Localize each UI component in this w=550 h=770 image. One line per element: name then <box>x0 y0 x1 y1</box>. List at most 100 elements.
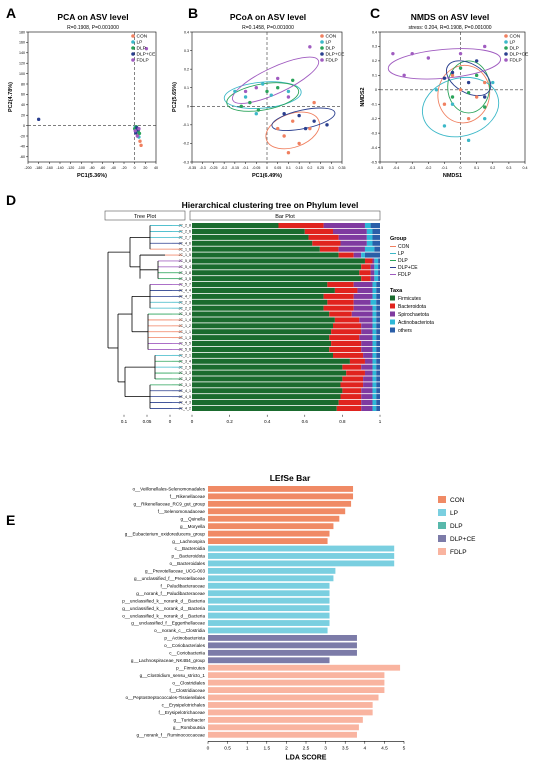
stacked-bar-segment <box>346 370 365 376</box>
lda-bar <box>208 493 354 500</box>
stacked-bar-segment <box>370 299 377 305</box>
confidence-ellipse <box>232 56 320 104</box>
scatter-point <box>325 123 329 127</box>
sample-label: JC_3_6 <box>179 312 191 316</box>
lda-bar <box>208 649 357 656</box>
y-tick-label: 60 <box>21 93 25 97</box>
x-tick-label: -0.3 <box>409 166 415 170</box>
lda-bar <box>208 731 357 738</box>
taxon-label: o__Veillonellales-Selenomonadales <box>132 487 205 492</box>
lda-bar <box>208 508 346 515</box>
taxa-legend-swatch <box>390 319 395 325</box>
x-tick-label: -180 <box>35 166 42 170</box>
sample-label: JC_4_4 <box>179 289 191 293</box>
scatter-point <box>450 70 455 75</box>
legend-marker <box>320 46 324 50</box>
stacked-bar-segment <box>366 234 373 240</box>
sample-label: JC_4_5 <box>179 395 191 399</box>
taxon-label: g__Moryella <box>180 524 205 529</box>
stacked-bar-segment <box>338 400 362 406</box>
stacked-bar-segment <box>192 329 332 335</box>
group-legend-title: Group <box>390 236 407 242</box>
stacked-bar-segment <box>378 258 380 264</box>
lda-bar <box>208 612 330 619</box>
stacked-bar-segment <box>376 382 380 388</box>
stacked-bar-segment <box>329 346 362 352</box>
sample-label: JC_3_4 <box>179 359 191 363</box>
taxon-label: c__Bacteroidia <box>175 546 206 551</box>
lda-bar <box>208 724 359 731</box>
stacked-bar-segment <box>376 299 380 305</box>
stacked-bar-segment <box>372 364 377 370</box>
stacked-bar-segment <box>378 270 380 276</box>
y-tick-label: 0 <box>375 88 377 92</box>
sample-label: JC_3_3 <box>179 371 191 375</box>
panel-B-subtitle: R=0.1458, P=0.001000 <box>242 25 294 31</box>
sample-label: JC_2_1 <box>179 353 191 357</box>
legend-marker <box>131 52 135 56</box>
x-tick-label: -120 <box>67 166 74 170</box>
legend-marker <box>131 46 135 50</box>
lda-x-tick-label: 1.5 <box>263 745 270 751</box>
stacked-bar-segment <box>363 382 373 388</box>
x-tick-label: 0.15 <box>296 166 303 170</box>
x-tick-label: 0.4 <box>523 166 528 170</box>
panel-E-title: LEfSe Bar <box>270 473 311 483</box>
scatter-point <box>450 73 455 78</box>
stacked-bar-segment <box>376 293 380 299</box>
lda-bar <box>208 538 328 544</box>
scatter-point <box>282 112 286 116</box>
x-tick-label: 0.2 <box>307 166 312 170</box>
stacked-bar-segment <box>372 352 377 358</box>
lda-bar <box>208 620 330 626</box>
stacked-bar-segment <box>192 228 305 234</box>
stacked-bar-segment <box>372 346 377 352</box>
sample-label: JC_2_7 <box>179 235 191 239</box>
taxon-label: g__Rikenellaceae_RC9_gut_group <box>133 502 205 507</box>
taxon-label: p__unclassified_k__norank_d__Bacteria <box>122 598 205 603</box>
taxon-label: o__unclassified_k__norank_d__Bacteria <box>122 613 205 618</box>
x-tick-label: -0.2 <box>425 166 431 170</box>
stacked-bar-segment <box>338 252 354 258</box>
stacked-bar-segment <box>359 335 373 341</box>
lda-bar <box>208 687 385 693</box>
y-tick-label: 0.2 <box>184 67 189 71</box>
stacked-bar-segment <box>370 270 375 276</box>
scatter-point <box>483 80 487 85</box>
taxon-label: g__Eubacterium_oxidoreducens_group <box>125 531 206 536</box>
y-tick-label: -0.4 <box>371 146 377 150</box>
stacked-bar-segment <box>353 282 373 288</box>
legend-marker <box>504 58 508 62</box>
stacked-bar-segment <box>353 305 373 311</box>
legend-marker <box>131 58 135 62</box>
scatter-point <box>135 134 140 138</box>
stacked-bar-segment <box>372 323 377 329</box>
sample-label: JC_1_1 <box>179 330 191 334</box>
panel-A-subtitle: R=0.1908, P=0.001000 <box>67 25 119 31</box>
stacked-bar-segment <box>376 311 380 317</box>
taxon-label: g__unclassified_k__norank_d__Bacteria <box>122 606 205 611</box>
scatter-point <box>491 80 495 85</box>
scatter-point <box>474 59 479 63</box>
lda-bar <box>208 702 373 708</box>
taxa-legend-label: others <box>398 328 412 334</box>
lda-bar <box>208 605 330 612</box>
stacked-bar-segment <box>329 311 352 317</box>
scatter-point <box>391 51 395 56</box>
stacked-bar-segment <box>372 311 377 317</box>
lda-bar <box>208 567 336 574</box>
stacked-bar-segment <box>323 223 365 229</box>
stacked-bar-segment <box>192 341 332 347</box>
scatter-point <box>442 102 447 106</box>
taxon-label: g__Romboutsia <box>173 725 206 730</box>
lda-bar <box>208 486 354 492</box>
lda-bar <box>208 694 379 701</box>
y-tick-label: 180 <box>19 30 25 34</box>
taxon-label: p__Bacteroidota <box>172 554 206 559</box>
lefse-legend-label: FDLP <box>450 549 467 556</box>
scatter-point <box>276 86 280 90</box>
scatter-point <box>308 126 312 131</box>
legend-label: FDLP <box>510 58 522 64</box>
y-tick-label: -0.3 <box>183 160 189 164</box>
y-axis-label: PC2(5.65%) <box>172 82 178 112</box>
